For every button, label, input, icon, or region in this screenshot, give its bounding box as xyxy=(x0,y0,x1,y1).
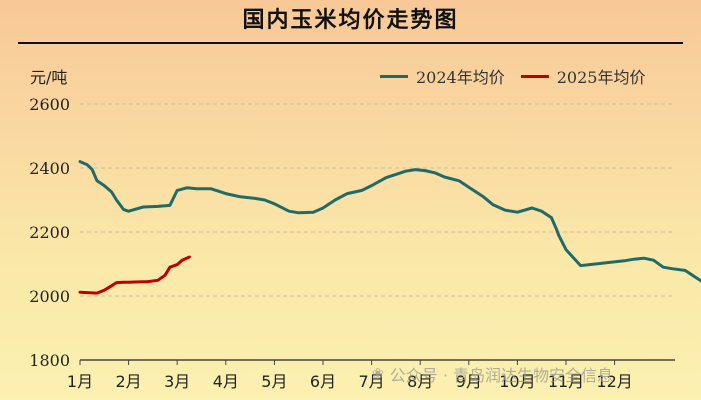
x-tick-label: 11月 xyxy=(548,372,584,391)
legend-label-2025: 2025年均价 xyxy=(556,68,646,87)
watermark-text: 公众号 · 青岛润达生物安全信息 xyxy=(389,366,613,385)
series-line-2025 xyxy=(78,255,191,295)
y-tick-label: 1800 xyxy=(29,351,70,370)
chart-title: 国内玉米均价走势图 xyxy=(242,8,459,33)
x-tick-label: 1月 xyxy=(67,372,93,391)
y-tick-label: 2400 xyxy=(29,159,70,178)
x-tick-label: 4月 xyxy=(213,372,239,391)
x-tick-label: 8月 xyxy=(407,372,433,391)
x-tick-label: 6月 xyxy=(310,372,336,391)
x-tick-label: 9月 xyxy=(456,372,482,391)
y-axis-unit: 元/吨 xyxy=(30,68,68,87)
wechat-icon: ❀ xyxy=(372,366,384,382)
legend-item-2025: 2025年均价 xyxy=(520,64,646,88)
x-tick-label: 5月 xyxy=(261,372,287,391)
x-tick-label: 3月 xyxy=(164,372,190,391)
x-tick-label: 7月 xyxy=(359,372,385,391)
x-tick-label: 10月 xyxy=(499,372,535,391)
x-tick-label: 2月 xyxy=(116,372,142,391)
legend-swatch-2024 xyxy=(380,74,408,78)
y-tick-label: 2200 xyxy=(29,223,70,242)
title-divider xyxy=(18,42,683,44)
x-tick-label: 12月 xyxy=(596,372,632,391)
watermark: ❀ 公众号 · 青岛润达生物安全信息 xyxy=(372,362,613,386)
legend-swatch-2025 xyxy=(520,74,549,78)
legend: 2024年均价 2025年均价 xyxy=(380,64,661,88)
legend-item-2024: 2024年均价 xyxy=(380,64,505,88)
y-tick-label: 2600 xyxy=(29,95,70,114)
legend-label-2024: 2024年均价 xyxy=(416,68,505,87)
series-line-2024 xyxy=(78,160,701,283)
y-tick-label: 2000 xyxy=(29,287,70,306)
